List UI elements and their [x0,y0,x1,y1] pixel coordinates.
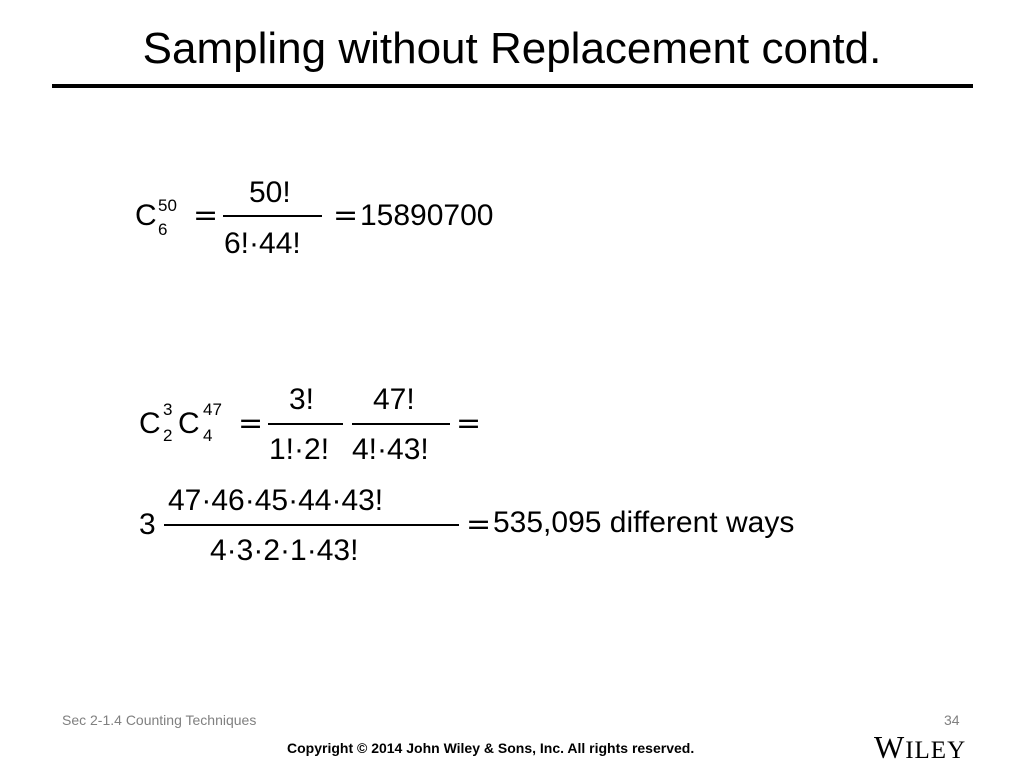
equation-1: C 50 6 = 50! 6!·44! = 15890700 [0,0,1024,300]
numerator: 3! [289,383,315,416]
subscript: 4 [203,426,213,445]
wiley-logo: WILEY [874,730,966,768]
superscript: 50 [158,196,177,215]
fraction-line [223,215,322,217]
combination-symbol: C [135,199,157,232]
equals-sign: = [333,198,359,233]
logo-rest: ILEY [905,737,967,764]
combination-symbol: C [139,407,161,440]
numerator: 47! [373,383,415,416]
numerator: 47·46·45·44·43! [168,484,384,517]
page-number: 34 [944,712,960,728]
superscript: 47 [203,400,222,419]
footer-section: Sec 2-1.4 Counting Techniques [62,712,257,728]
result: 15890700 [360,199,494,232]
fraction-line [352,423,450,425]
combination-symbol: C [178,407,200,440]
logo-initial: W [874,729,906,765]
denominator: 6!·44! [224,227,301,260]
result: 535,095 different ways [493,506,795,539]
title-rule [52,84,973,88]
equals-sign: = [193,198,219,233]
copyright: Copyright © 2014 John Wiley & Sons, Inc.… [287,740,695,756]
coefficient: 3 [139,508,156,541]
denominator: 1!·2! [269,433,330,466]
subscript: 6 [158,220,168,239]
equation-2: C 3 2 C 47 4 = 3! 1!·2! 47! 4!·43! = [139,383,482,466]
superscript: 3 [163,400,173,419]
equals-sign: = [466,507,492,542]
numerator: 50! [249,176,291,209]
equals-sign: = [456,406,482,441]
denominator: 4!·43! [352,433,429,466]
equals-sign: = [238,406,264,441]
equation-3: 3 47·46·45·44·43! 4·3·2·1·43! = 535,095 … [139,484,795,567]
subscript: 2 [163,426,173,445]
denominator: 4·3·2·1·43! [210,534,359,567]
fraction-line [268,423,343,425]
fraction-line [164,524,459,526]
slide-title: Sampling without Replacement contd. [142,24,882,73]
